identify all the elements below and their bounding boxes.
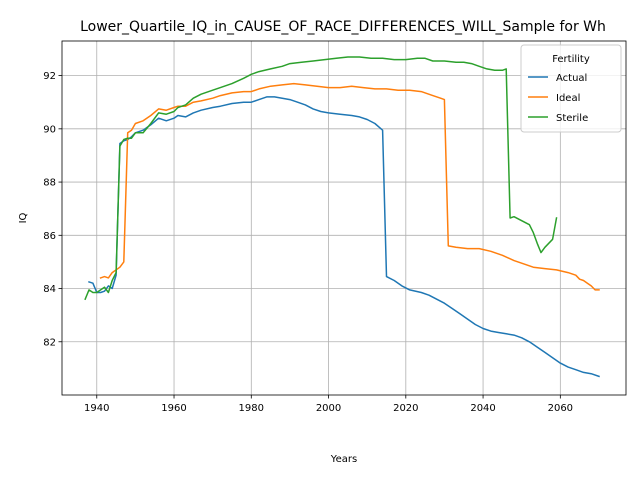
- x-tick-label: 1960: [161, 403, 186, 414]
- series-line-ideal: [99, 82, 600, 291]
- y-tick-label: 88: [43, 178, 56, 189]
- y-tick-label: 90: [43, 124, 56, 135]
- series-lines: [84, 56, 600, 378]
- legend: Fertility Actual Ideal Sterile: [520, 44, 622, 133]
- x-tick-label: 2000: [316, 403, 341, 414]
- x-tick-label: 2020: [393, 403, 418, 414]
- y-tick-label: 86: [43, 231, 56, 242]
- legend-label-actual: Actual: [556, 73, 587, 84]
- legend-label-ideal: Ideal: [556, 93, 580, 104]
- x-axis-label: Years: [330, 454, 357, 465]
- y-tick-label: 92: [43, 71, 56, 82]
- y-tick-label: 82: [43, 337, 56, 348]
- y-axis-ticks: 82 84 86 88 90 92: [43, 71, 62, 348]
- x-axis-ticks: 1940 1960 1980 2000 2020 2040 2060: [84, 395, 573, 414]
- y-tick-label: 84: [43, 284, 56, 295]
- chart-title: Lower_Quartile_IQ_in_CAUSE_OF_RACE_DIFFE…: [80, 19, 606, 35]
- legend-box: [520, 44, 622, 133]
- legend-label-sterile: Sterile: [556, 113, 588, 124]
- x-tick-label: 2060: [548, 403, 573, 414]
- x-tick-label: 2040: [470, 403, 495, 414]
- x-tick-label: 1980: [239, 403, 264, 414]
- series-line-sterile: [84, 56, 558, 301]
- y-axis-label: IQ: [18, 212, 29, 223]
- series-line-actual: [88, 96, 600, 378]
- x-tick-label: 1940: [84, 403, 109, 414]
- plot-frame: [61, 40, 627, 396]
- legend-items: Actual Ideal Sterile: [528, 73, 588, 124]
- legend-title: Fertility: [552, 54, 590, 65]
